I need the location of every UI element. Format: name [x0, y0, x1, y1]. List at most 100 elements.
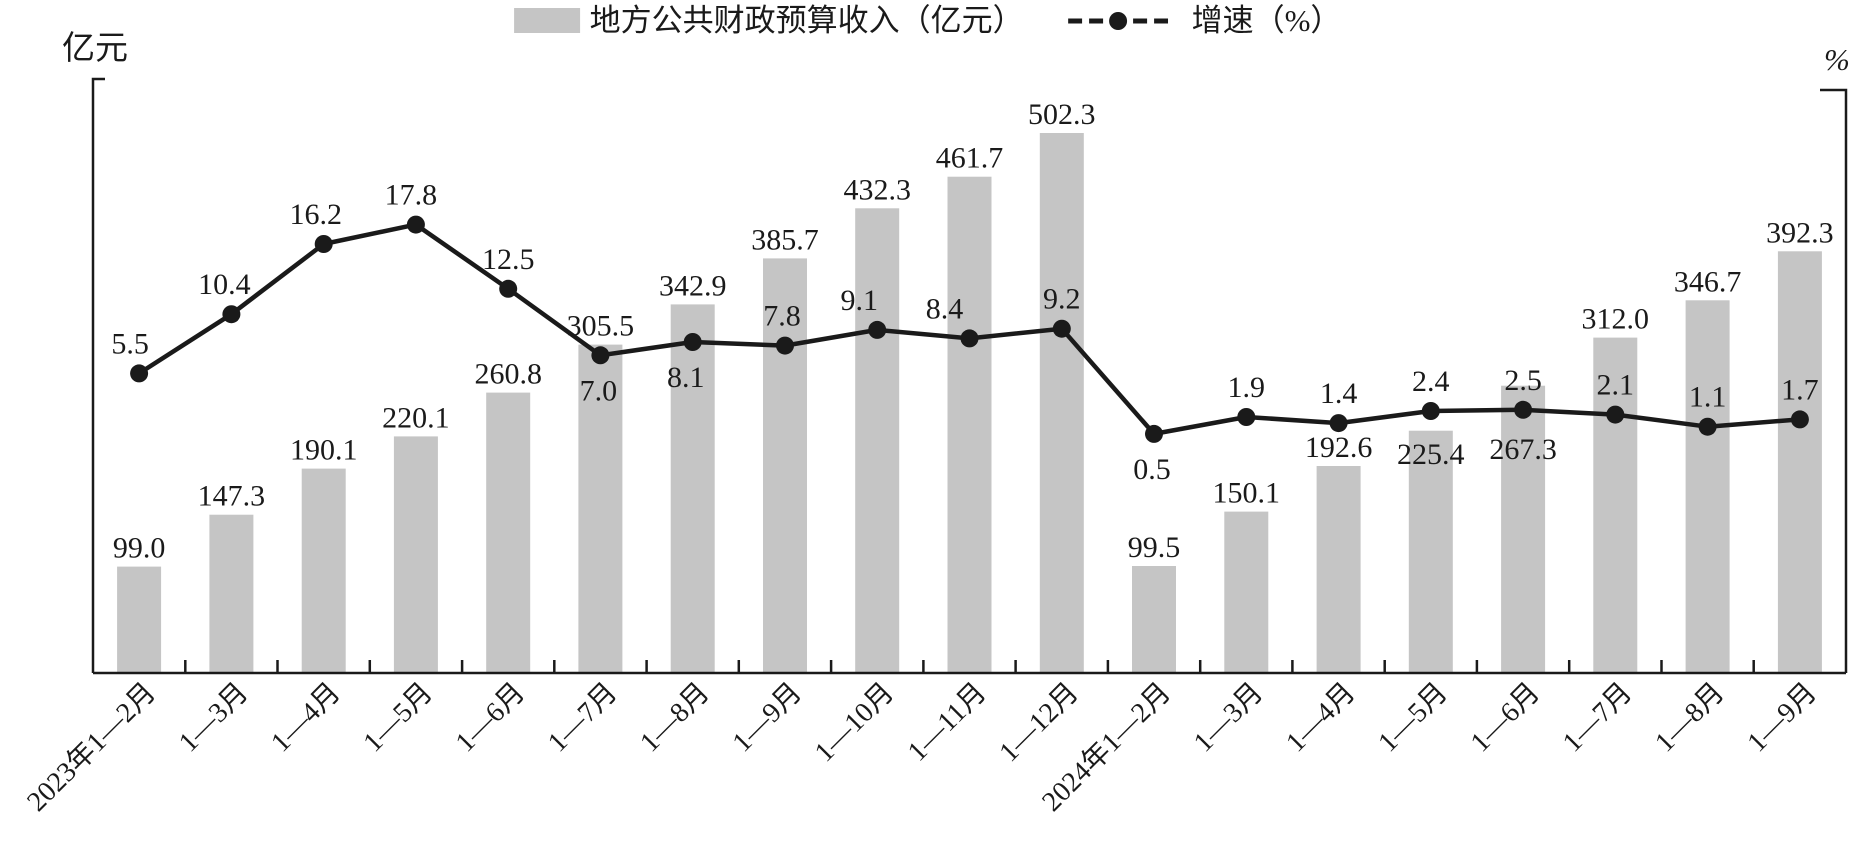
line-point [1145, 424, 1163, 443]
bar [947, 176, 992, 673]
line-point [1329, 414, 1348, 433]
x-axis-label: 1—8月 [634, 677, 715, 758]
bar-legend-label: 地方公共财政预算收入（亿元） [589, 3, 1024, 38]
bar [1593, 337, 1638, 673]
left-axis-unit-label: 亿元 [62, 31, 128, 67]
line-point [1514, 400, 1533, 419]
left-axis [91, 77, 105, 673]
line-value-label: 7.8 [763, 300, 801, 333]
bar [393, 436, 438, 673]
bar-value-label: 99.5 [1128, 531, 1181, 564]
bar-value-label: 192.6 [1305, 431, 1373, 464]
bar-value-label: 150.1 [1213, 477, 1281, 510]
line-value-label: 2.1 [1597, 369, 1635, 402]
bar-value-label: 225.4 [1397, 438, 1465, 471]
line-value-label: 1.4 [1320, 377, 1358, 410]
line-point [222, 305, 241, 324]
x-axis-label: 1—8月 [1649, 677, 1730, 758]
x-axis-label: 1—3月 [1188, 677, 1269, 758]
line-value-label: 17.8 [385, 179, 438, 212]
right-axis-unit-label: % [1824, 42, 1850, 77]
bar-value-label: 385.7 [751, 223, 819, 256]
line-point [314, 235, 333, 253]
line-point [1052, 319, 1071, 338]
line-point [1237, 408, 1256, 426]
bar [1316, 466, 1361, 673]
line-point [1790, 410, 1809, 429]
line-point [868, 320, 887, 339]
x-axis-label: 1—7月 [542, 677, 623, 758]
bar-value-labels: 99.0 147.3 190.1 220.1 260.8 305.5 342.9 385.7 4… [113, 98, 1834, 565]
x-axis-label: 1—5月 [1372, 677, 1453, 758]
x-axis-label: 1—5月 [358, 677, 439, 758]
bar-value-label: 392.3 [1766, 216, 1834, 249]
bar [1685, 300, 1730, 673]
line-value-label: 5.5 [111, 327, 149, 360]
line-value-label: 8.4 [926, 292, 964, 325]
x-axis-label: 1—9月 [727, 677, 808, 758]
bar [486, 392, 531, 673]
bar-value-label: 312.0 [1582, 303, 1650, 336]
bar-value-label: 220.1 [382, 401, 450, 434]
line-value-label: 2.5 [1504, 364, 1542, 397]
bar [1132, 566, 1176, 673]
bars-group [117, 133, 1822, 674]
line-value-label: 1.1 [1689, 381, 1727, 414]
x-axis-label: 1—4月 [265, 677, 346, 758]
bar [301, 468, 346, 673]
line-points-group [130, 215, 1809, 443]
bar-value-label: 305.5 [567, 310, 635, 343]
line-value-label: 1.9 [1228, 371, 1266, 404]
x-axis-label: 1—4月 [1280, 677, 1361, 758]
bar [855, 208, 900, 674]
bar-value-label: 260.8 [474, 358, 542, 391]
bar-value-label: 342.9 [659, 269, 727, 302]
line-value-label: 1.7 [1781, 373, 1819, 406]
bar [670, 304, 715, 673]
line-value-label: 16.2 [289, 198, 342, 231]
line-point [591, 346, 610, 365]
line-point [960, 329, 979, 348]
right-axis [1820, 88, 1848, 673]
bar-value-label: 99.0 [113, 532, 166, 565]
bar-value-label: 147.3 [198, 480, 266, 513]
x-axis-label: 1—3月 [173, 677, 254, 758]
bar [117, 566, 162, 673]
line-point [406, 215, 425, 234]
x-axis-label: 1—9月 [1742, 677, 1823, 758]
line-point [499, 279, 518, 298]
line-value-label: 9.2 [1043, 283, 1081, 316]
x-axis-label: 1—10月 [809, 677, 900, 768]
x-axis-label: 1—12月 [994, 677, 1085, 768]
dashed-line-legend-marker [1067, 11, 1168, 30]
line-value-label: 8.1 [667, 361, 705, 394]
line-point [1606, 405, 1625, 424]
chart-legend: 地方公共财政预算收入（亿元） 增速（%） [513, 3, 1341, 38]
x-axis-label: 2023年1—2月 [21, 676, 162, 817]
bar-value-label: 432.3 [843, 173, 911, 206]
bar-legend-swatch [513, 8, 580, 33]
bar [578, 344, 623, 673]
line-value-label: 2.4 [1412, 365, 1450, 398]
line-point [776, 336, 794, 355]
x-axis-label: 1—7月 [1557, 677, 1638, 758]
bar-value-label: 461.7 [936, 142, 1004, 175]
bar-value-label: 267.3 [1489, 433, 1557, 466]
bar-value-label: 190.1 [290, 434, 358, 467]
line-value-label: 7.0 [580, 374, 618, 407]
line-point [1698, 417, 1717, 436]
bar-value-label: 502.3 [1028, 98, 1096, 131]
axes-group [91, 77, 1848, 675]
bar [1777, 251, 1822, 674]
line-value-label: 12.5 [482, 243, 535, 276]
line-value-label: 10.4 [198, 268, 251, 301]
line-point [683, 333, 702, 351]
line-value-labels: 5.5 10.4 16.2 17.8 12.5 7.0 8.1 7.8 9.1 8.4 9.2 0.5… [111, 179, 1818, 486]
x-axis-label: 1—11月 [902, 677, 992, 767]
bar-value-label: 346.7 [1674, 265, 1742, 298]
bar [1039, 133, 1084, 673]
line-value-label: 9.1 [840, 284, 878, 317]
line-point [130, 364, 149, 383]
